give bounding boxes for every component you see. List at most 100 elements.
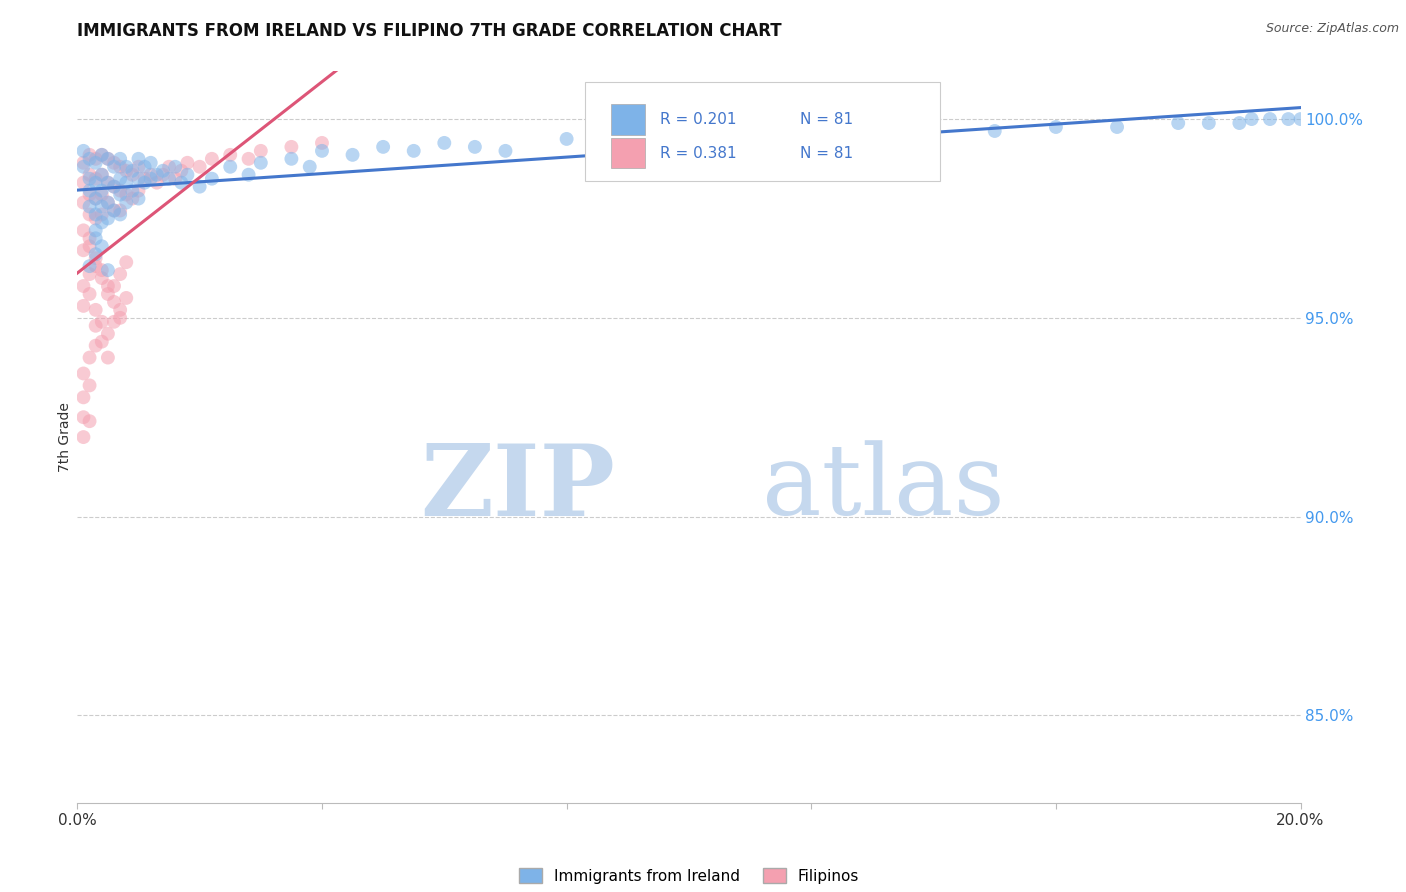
Point: [72, 299, 94, 313]
Text: Source: ZipAtlas.com: Source: ZipAtlas.com: [1265, 22, 1399, 36]
Point: [72, 223, 94, 237]
Point: [90, 315, 112, 329]
Point: [108, 160, 131, 174]
Point: [238, 152, 260, 166]
Point: [108, 310, 131, 325]
Point: [170, 163, 193, 178]
Point: [79, 351, 101, 365]
Point: [84, 171, 107, 186]
Text: R = 0.201: R = 0.201: [659, 112, 737, 127]
Point: [115, 163, 138, 178]
Text: atlas: atlas: [762, 441, 1005, 536]
Point: [72, 144, 94, 158]
Point: [72, 430, 94, 444]
Point: [219, 148, 242, 162]
Point: [1240, 112, 1263, 126]
Point: [115, 160, 138, 174]
Point: [79, 231, 101, 245]
Point: [97, 351, 120, 365]
Point: [371, 140, 394, 154]
Point: [1045, 120, 1067, 134]
Point: [128, 171, 150, 186]
Point: [128, 152, 150, 166]
Point: [90, 200, 112, 214]
Point: [79, 187, 101, 202]
Point: [139, 168, 162, 182]
Point: [121, 192, 143, 206]
Point: [90, 215, 112, 229]
Point: [238, 168, 260, 182]
Point: [79, 200, 101, 214]
Point: [84, 176, 107, 190]
Point: [617, 136, 640, 150]
Point: [152, 163, 174, 178]
Point: [79, 378, 101, 392]
Point: [103, 179, 125, 194]
Point: [862, 128, 884, 142]
Point: [139, 171, 162, 186]
Point: [1258, 112, 1281, 126]
Point: [79, 287, 101, 301]
Point: [108, 203, 131, 218]
Point: [128, 192, 150, 206]
Point: [72, 367, 94, 381]
Point: [201, 152, 224, 166]
Point: [97, 211, 120, 226]
Point: [79, 148, 101, 162]
Point: [90, 148, 112, 162]
Point: [72, 160, 94, 174]
Point: [165, 171, 187, 186]
Point: [139, 156, 162, 170]
Point: [165, 160, 187, 174]
Point: [84, 339, 107, 353]
Point: [121, 168, 143, 182]
Point: [84, 207, 107, 221]
Point: [311, 144, 333, 158]
Point: [121, 163, 143, 178]
Point: [115, 187, 138, 202]
Point: [97, 176, 120, 190]
FancyBboxPatch shape: [585, 82, 939, 181]
Point: [72, 244, 94, 258]
Point: [115, 291, 138, 305]
Point: [1229, 116, 1251, 130]
Point: [90, 263, 112, 277]
Point: [103, 203, 125, 218]
Point: [79, 171, 101, 186]
Point: [90, 184, 112, 198]
Point: [280, 140, 302, 154]
FancyBboxPatch shape: [610, 103, 645, 135]
Point: [97, 176, 120, 190]
Point: [146, 168, 169, 182]
Point: [134, 171, 156, 186]
Point: [97, 152, 120, 166]
Y-axis label: 7th Grade: 7th Grade: [58, 402, 72, 472]
Point: [103, 294, 125, 309]
Point: [108, 184, 131, 198]
Point: [108, 152, 131, 166]
Point: [97, 195, 120, 210]
Point: [157, 171, 180, 186]
FancyBboxPatch shape: [610, 137, 645, 169]
Point: [342, 148, 364, 162]
Point: [79, 239, 101, 253]
Point: [72, 410, 94, 425]
Point: [1167, 116, 1189, 130]
Point: [84, 247, 107, 261]
Point: [134, 160, 156, 174]
Point: [176, 156, 198, 170]
Point: [84, 302, 107, 317]
Point: [219, 160, 242, 174]
Point: [72, 156, 94, 170]
Point: [678, 128, 700, 142]
Point: [79, 207, 101, 221]
Point: [495, 144, 517, 158]
Point: [1289, 112, 1312, 126]
Point: [188, 179, 211, 194]
Point: [79, 168, 101, 182]
Point: [79, 152, 101, 166]
Point: [740, 132, 762, 146]
Point: [90, 187, 112, 202]
Point: [115, 195, 138, 210]
Point: [121, 184, 143, 198]
